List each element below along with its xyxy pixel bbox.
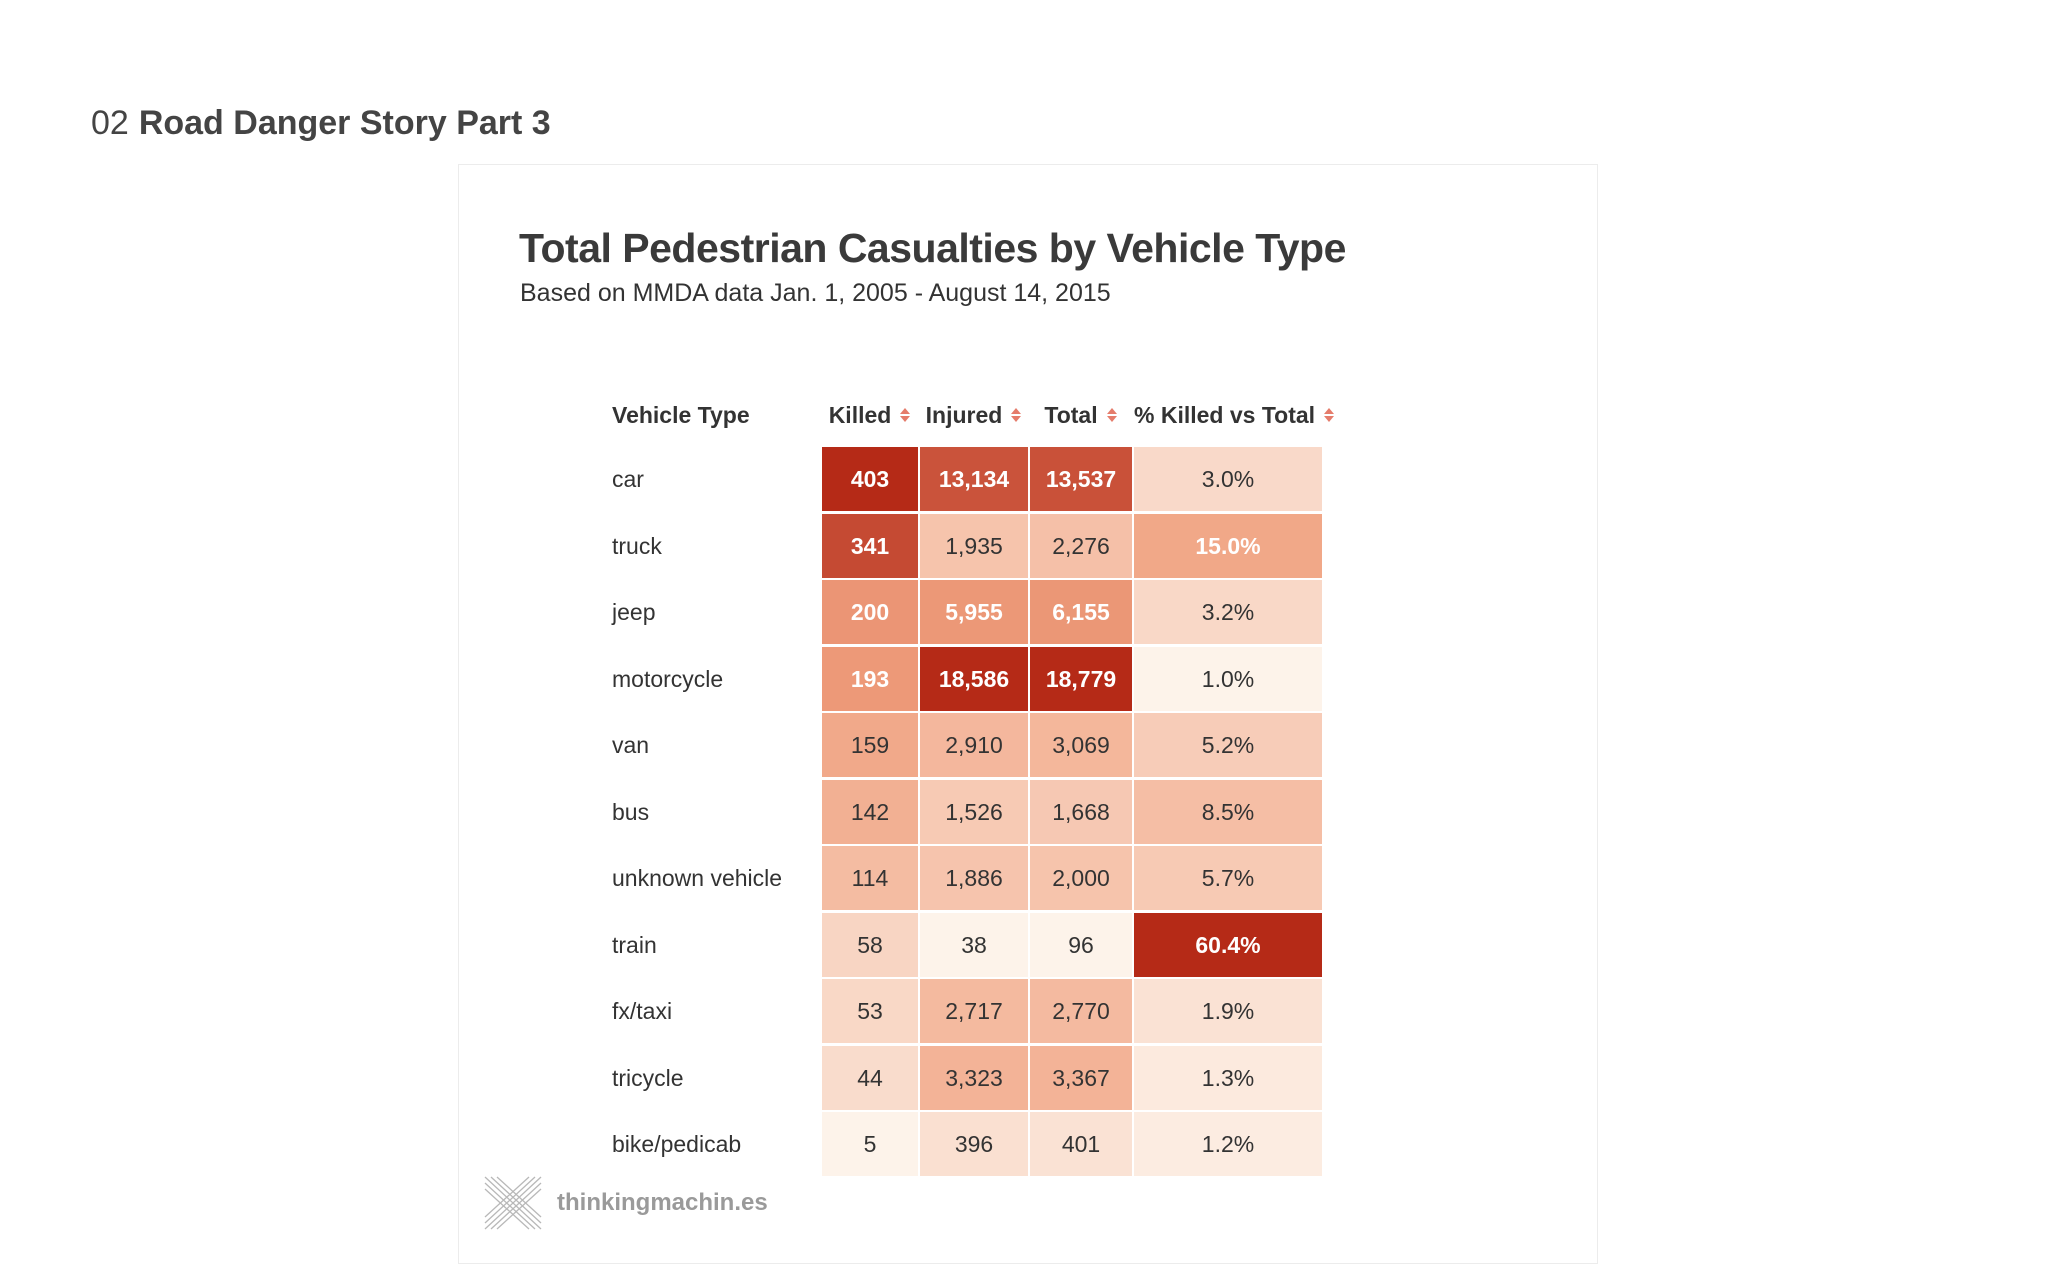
table-cell-killed: 53 [822,979,918,1043]
table-cell-injured: 13,134 [920,447,1028,511]
row-label: van [612,732,650,758]
column-header-injured[interactable]: Injured [920,397,1028,433]
table-cell-pct-killed: 5.7% [1134,846,1322,910]
table-cell-pct-killed: 60.4% [1134,913,1322,977]
table-cell-injured: 1,886 [920,846,1028,910]
table-cell-killed: 114 [822,846,918,910]
page-title: Road Danger Story Part 3 [138,104,551,142]
table-cell-killed: 58 [822,913,918,977]
table-cell-total: 96 [1030,913,1132,977]
table-cell-total: 2,000 [1030,846,1132,910]
table-cell-pct-killed: 3.2% [1134,580,1322,644]
table-cell-injured: 2,910 [920,713,1028,777]
table-cell-pct-killed: 1.2% [1134,1112,1322,1176]
column-header-pct-killed[interactable]: % Killed vs Total [1134,397,1335,433]
sort-icon[interactable] [899,407,911,423]
column-header-vehicle-type: Vehicle Type [612,402,750,428]
table-cell-injured: 1,935 [920,514,1028,578]
sort-icon[interactable] [1323,407,1335,423]
table-cell-total: 401 [1030,1112,1132,1176]
chart-subtitle: Based on MMDA data Jan. 1, 2005 - August… [520,279,1111,307]
table-cell-total: 6,155 [1030,580,1132,644]
table-cell-killed: 403 [822,447,918,511]
table-cell-injured: 38 [920,913,1028,977]
table-cell-total: 1,668 [1030,780,1132,844]
x-mark-icon [484,1176,542,1230]
row-label: car [612,466,644,492]
table-cell-killed: 159 [822,713,918,777]
table-cell-total: 18,779 [1030,647,1132,711]
table-cell-killed: 5 [822,1112,918,1176]
brand-logo: thinkingmachin.es [481,1173,768,1233]
row-label: fx/taxi [612,998,673,1024]
table-cell-killed: 142 [822,780,918,844]
table-cell-total: 2,770 [1030,979,1132,1043]
row-label: bike/pedicab [612,1131,742,1157]
table-cell-injured: 3,323 [920,1046,1028,1110]
page-number: 02 [91,104,129,142]
page-heading: 02 Road Danger Story Part 3 [91,104,551,143]
sort-icon[interactable] [1010,407,1022,423]
table-cell-pct-killed: 3.0% [1134,447,1322,511]
table-cell-injured: 18,586 [920,647,1028,711]
table-cell-injured: 5,955 [920,580,1028,644]
column-header-label: Total [1044,402,1098,428]
column-header-label: % Killed vs Total [1134,402,1316,428]
sort-icon[interactable] [1106,407,1118,423]
row-label: tricycle [612,1065,684,1091]
row-label: motorcycle [612,666,724,692]
chart-card: Total Pedestrian Casualties by Vehicle T… [458,164,1598,1264]
table-cell-injured: 2,717 [920,979,1028,1043]
column-header-label: Killed [828,402,892,428]
table-cell-killed: 193 [822,647,918,711]
table-cell-injured: 396 [920,1112,1028,1176]
table-cell-total: 2,276 [1030,514,1132,578]
row-label: bus [612,799,650,825]
table-cell-pct-killed: 5.2% [1134,713,1322,777]
column-header-killed[interactable]: Killed [822,397,918,433]
table-cell-pct-killed: 15.0% [1134,514,1322,578]
row-label: jeep [612,599,656,625]
brand-logo-text: thinkingmachin.es [557,1189,768,1216]
row-label: unknown vehicle [612,865,783,891]
table-cell-pct-killed: 1.0% [1134,647,1322,711]
table-cell-pct-killed: 8.5% [1134,780,1322,844]
table-cell-injured: 1,526 [920,780,1028,844]
column-header-total[interactable]: Total [1030,397,1132,433]
table-cell-pct-killed: 1.9% [1134,979,1322,1043]
table-cell-total: 13,537 [1030,447,1132,511]
column-header-label: Injured [925,402,1003,428]
row-label: train [612,932,657,958]
table-cell-killed: 200 [822,580,918,644]
chart-title: Total Pedestrian Casualties by Vehicle T… [519,225,1346,271]
table-cell-killed: 44 [822,1046,918,1110]
table-cell-total: 3,069 [1030,713,1132,777]
table-cell-pct-killed: 1.3% [1134,1046,1322,1110]
row-label: truck [612,533,662,559]
table-cell-killed: 341 [822,514,918,578]
table-cell-total: 3,367 [1030,1046,1132,1110]
